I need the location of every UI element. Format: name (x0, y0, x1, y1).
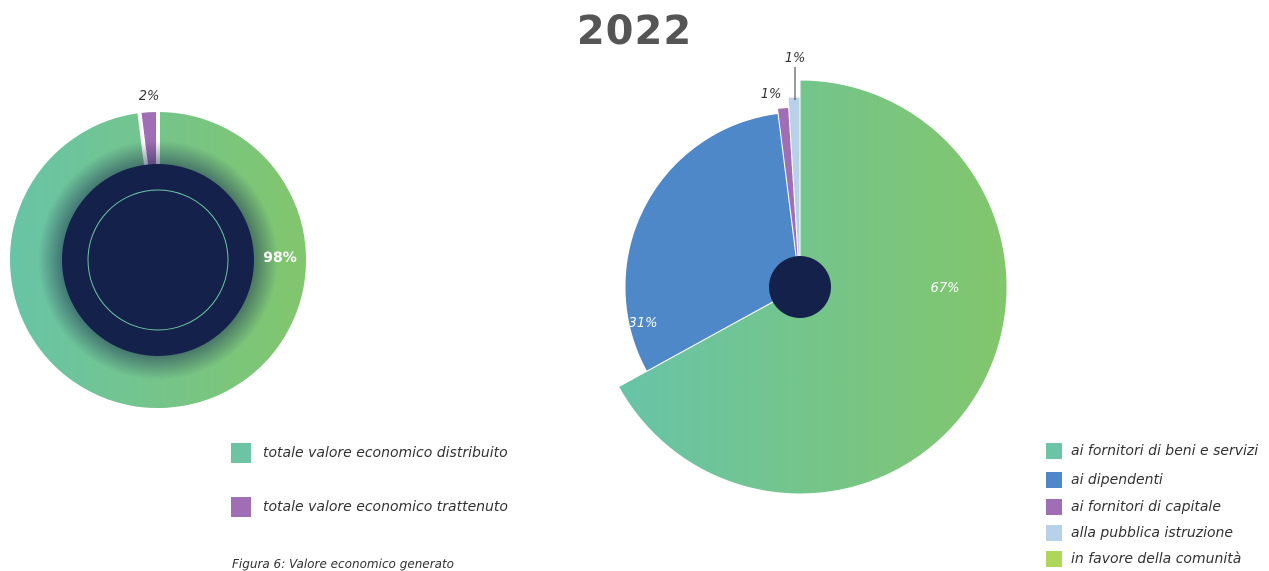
label-pubblica-istruzione: 1% (785, 51, 806, 66)
slice-dipendenti (624, 112, 801, 372)
legend-label-dipendenti: ai dipendenti (1071, 472, 1163, 488)
legend-item-trattenuto: totale valore economico trattenuto (231, 497, 508, 517)
label-fornitori-beni: 67% (931, 281, 960, 296)
legend-label-fornitori-beni: ai fornitori di beni e servizi (1071, 443, 1259, 459)
right-pie-chart: 67% 31% 1% 1% (617, 51, 1008, 495)
legend-item-distribuito: totale valore economico distribuito (231, 443, 508, 463)
label-distribuito: 98% (263, 250, 297, 266)
legend-swatch-distribuito (231, 443, 251, 463)
legend-item-fornitori-beni: ai fornitori di beni e servizi (1046, 443, 1258, 459)
legend-swatch-dipendenti (1046, 472, 1062, 488)
donut-inner-ring (87, 189, 229, 331)
slice-pubblica-istruzione (787, 96, 801, 288)
legend-label-pubblica-istruzione: alla pubblica istruzione (1071, 525, 1234, 541)
legend-label-distribuito: totale valore economico distribuito (263, 445, 508, 461)
legend-item-pubblica-istruzione: alla pubblica istruzione (1046, 525, 1233, 541)
legend-label-fornitori-capitale: ai fornitori di capitale (1071, 499, 1221, 515)
legend-item-fornitori-capitale: ai fornitori di capitale (1046, 499, 1221, 515)
legend-item-dipendenti: ai dipendenti (1046, 472, 1163, 488)
legend-swatch-trattenuto (231, 497, 251, 517)
label-dipendenti: 31% (629, 316, 658, 331)
legend-item-comunita: in favore della comunità (1046, 551, 1241, 567)
chart-title: 2022 (576, 8, 693, 54)
pie-center (769, 256, 831, 318)
legend-swatch-fornitori-beni (1046, 443, 1062, 459)
label-trattenuto: 2% (139, 89, 160, 104)
legend-label-comunita: in favore della comunità (1071, 551, 1242, 567)
legend-label-trattenuto: totale valore economico trattenuto (263, 499, 508, 515)
donut-center (62, 164, 254, 356)
left-donut-chart: 98% 2% (6, 89, 310, 412)
legend-swatch-fornitori-capitale (1046, 499, 1062, 515)
legend-swatch-pubblica-istruzione (1046, 525, 1062, 541)
label-fornitori-capitale: 1% (761, 87, 782, 102)
legend-swatch-comunita (1046, 551, 1062, 567)
figure-caption: Figura 6: Valore economico generato (232, 557, 455, 571)
